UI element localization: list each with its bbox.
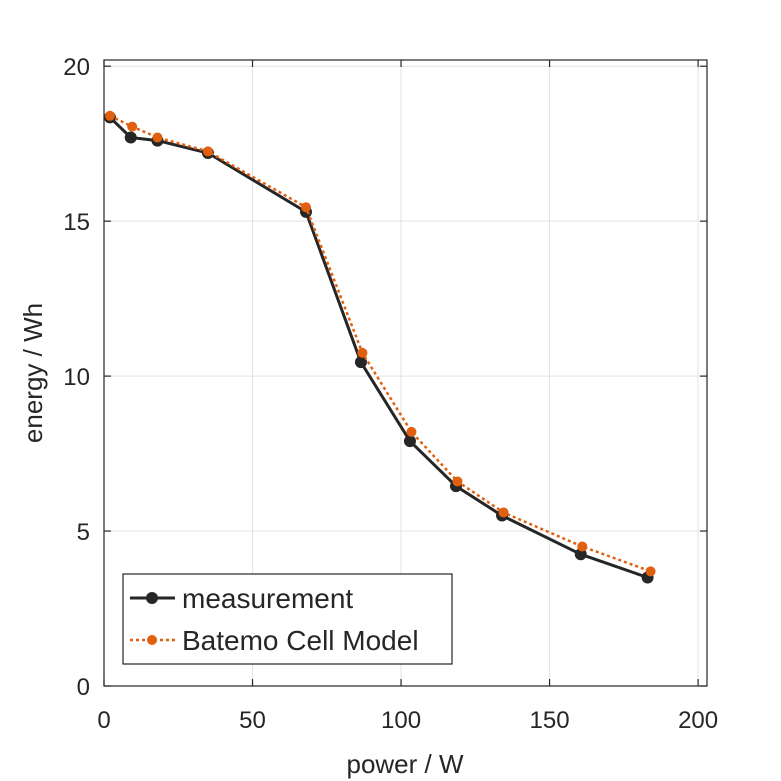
y-tick-label: 0 [77,674,90,701]
data-point-batemo [127,121,138,132]
y-tick-label: 10 [63,364,90,391]
data-point-batemo [498,507,509,518]
legend-label-batemo: Batemo Cell Model [182,625,419,656]
data-point-batemo [577,541,588,552]
data-point-batemo [300,202,311,213]
y-axis-label: energy / Wh [18,303,48,443]
data-point-measurement [403,435,416,448]
legend-box [122,573,453,665]
y-tick-label: 5 [77,519,90,546]
data-point-batemo [152,132,163,143]
x-tick-label: 50 [239,707,266,734]
legend-marker-measurement [146,592,158,604]
data-point-batemo [645,566,656,577]
data-point-batemo [104,110,115,121]
x-tick-label: 200 [678,707,718,734]
legend-label-measurement: measurement [182,583,353,614]
y-tick-label: 20 [63,54,90,81]
legend-entry-measurement: measurement [130,583,353,614]
data-point-batemo [406,426,417,437]
data-point-measurement [124,131,137,144]
data-point-batemo [357,347,368,358]
x-tick-label: 0 [97,707,110,734]
data-point-batemo [202,146,213,157]
grid-lines [104,60,707,686]
legend-entry-batemo: Batemo Cell Model [130,625,419,656]
x-tick-label: 150 [530,707,570,734]
data-point-measurement [354,356,367,369]
data-point-batemo [452,476,463,487]
plot-area-frame [103,59,708,687]
x-tick-label: 100 [381,707,421,734]
x-axis-label: power / W [346,749,463,779]
axis-ticks: 0 50 100 150 200 0 5 10 15 20 [63,54,718,734]
legend: measurement Batemo Cell Model [122,573,453,665]
legend-marker-batemo [147,635,157,645]
series-layer [103,110,656,584]
y-tick-label: 15 [63,209,90,236]
